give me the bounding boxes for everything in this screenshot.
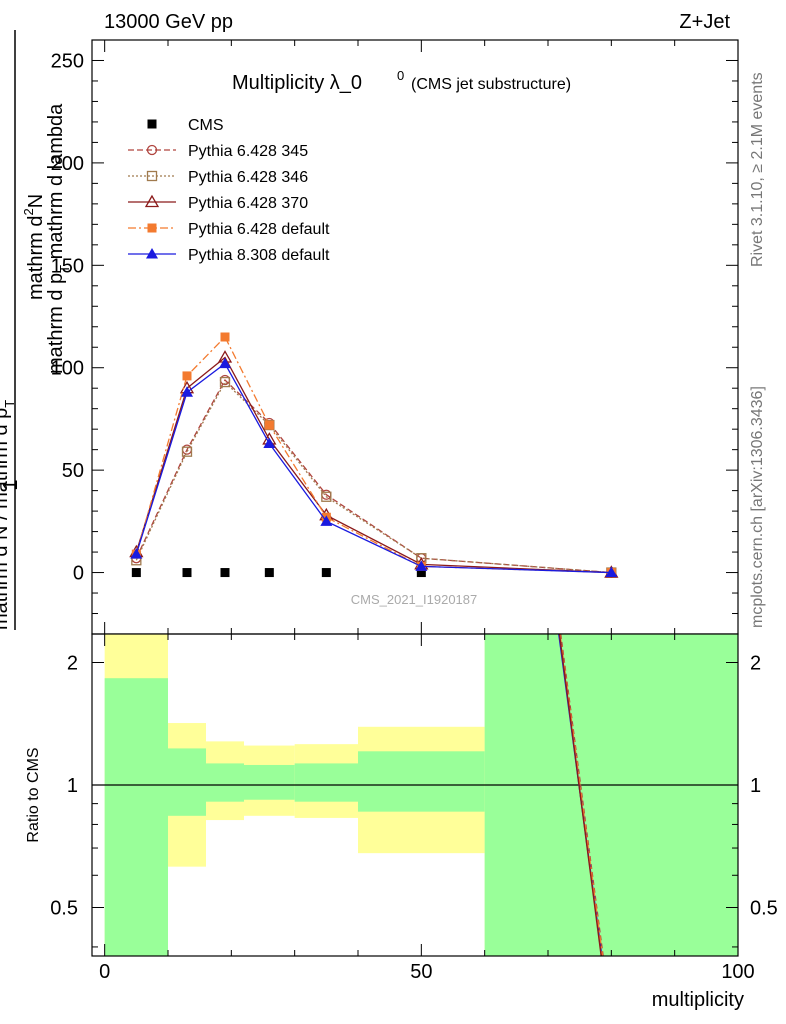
data-point [220, 568, 230, 578]
legend-label: Pythia 6.428 345 [188, 143, 308, 160]
data-point [181, 446, 193, 457]
series-5 [130, 357, 618, 578]
series-0 [131, 568, 426, 578]
y-tick-label: 250 [51, 50, 84, 72]
ylabel-denominator-sub: T [2, 400, 17, 408]
uncertainty-band-green [104, 678, 168, 956]
analysis-watermark: CMS_2021_I1920187 [351, 592, 478, 607]
legend-label: CMS [188, 117, 224, 134]
legend-label: Pythia 6.428 370 [188, 195, 308, 212]
data-point [181, 386, 193, 397]
x-tick-label: 0 [99, 961, 110, 983]
main-title: Multiplicity λ_0 [232, 72, 362, 94]
header-energy: 13000 GeV pp [104, 11, 233, 33]
y-tick-label: 150 [51, 255, 84, 277]
y-tick-label: 200 [51, 153, 84, 175]
data-point [219, 376, 231, 388]
ratio-y-axis-label: Ratio to CMS [25, 747, 42, 842]
legend-label: Pythia 6.428 346 [188, 169, 308, 186]
ratio-y-tick-label-right: 2 [750, 653, 761, 675]
ylabel-line1-a: mathrm d [25, 216, 47, 300]
data-point [131, 568, 141, 578]
legend-marker [147, 223, 157, 233]
series-line [135, 378, 612, 574]
ylabel-line1-sup: 2 [21, 208, 36, 215]
ylabel-denominator-a: mathrm d N / mathrm d p [0, 408, 12, 630]
main-title-detail: (CMS jet substructure) [411, 76, 571, 93]
x-tick-label: 100 [721, 961, 754, 983]
series-2 [131, 376, 617, 578]
data-point [263, 437, 276, 449]
x-tick-label: 50 [410, 961, 432, 983]
ylabel-line2: mathrm d pT mathrm d lambda [45, 103, 72, 374]
data-point [264, 568, 274, 578]
data-point [321, 491, 332, 502]
legend-marker [146, 170, 158, 182]
data-point [182, 371, 192, 381]
y-tick-label: 100 [51, 358, 84, 380]
y-axis-label: 1 mathrm d2N mathrm d pT mathrm d lambda… [0, 30, 72, 630]
ratio-frame [91, 633, 739, 957]
ratio-y-tick-label-right: 1 [750, 775, 761, 797]
series-1 [131, 374, 617, 578]
data-point [321, 568, 331, 578]
ratio-panel: 0 50 100 0.5 0.5 1 1 2 2 Ratio to CMS multiplici… [25, 633, 778, 1011]
legend-marker [146, 144, 158, 156]
data-point [415, 560, 428, 571]
ratio-series-line [558, 633, 602, 957]
uncertainty-band-green [168, 748, 206, 816]
uncertainty-band-green [206, 763, 244, 802]
data-point [182, 568, 192, 578]
data-point [264, 420, 274, 430]
ylabel-line1-end: N [25, 194, 47, 208]
data-point [130, 548, 143, 559]
y-tick-label: 50 [62, 460, 84, 482]
uncertainty-band-green [294, 763, 358, 802]
ratio-y-tick-label: 2 [67, 653, 78, 675]
ratio-y-tick-label: 0.5 [50, 897, 78, 919]
ratio-y-tick-label-right: 0.5 [750, 897, 778, 919]
legend-label: Pythia 6.428 default [188, 221, 330, 238]
legend-marker [147, 119, 157, 129]
x-axis-label: multiplicity [652, 989, 744, 1011]
legend-marker [144, 194, 160, 208]
ylabel-denominator: mathrm d N / mathrm d pT [0, 400, 17, 630]
data-point [416, 568, 426, 578]
ylabel-line2-sub: T [57, 265, 72, 273]
main-panel: Multiplicity λ_0 0 (CMS jet substructure… [0, 30, 739, 635]
ratio-series-line [559, 633, 604, 957]
ratio-y-tick-label: 1 [67, 775, 78, 797]
legend-marker [146, 248, 158, 259]
data-point [605, 566, 618, 578]
series-line [135, 356, 612, 574]
ylabel-line2-a: mathrm d p [45, 273, 67, 374]
data-point [219, 357, 231, 369]
rivet-label: Rivet 3.1.10, ≥ 2.1M events [749, 72, 766, 267]
uncertainty-band-green [358, 751, 485, 812]
legend: CMS Pythia 6.428 345 Pythia 6.428 346 Pythi… [128, 117, 330, 264]
main-plot-area: 0 50 100 150 200 250 [51, 39, 739, 635]
data-point [320, 515, 333, 526]
main-title-sup: 0 [397, 68, 404, 83]
ratio-plot-area: 0 50 100 0.5 0.5 1 1 2 2 [50, 633, 778, 983]
ylabel-line2-end: mathrm d lambda [45, 103, 67, 265]
mcplots-label: mcplots.cern.ch [arXiv:1306.3436] [749, 386, 766, 628]
ylabel-line1: mathrm d2N [21, 194, 47, 300]
header-process: Z+Jet [679, 11, 730, 33]
legend-label: Pythia 8.308 default [188, 247, 330, 264]
data-point [220, 332, 230, 342]
uncertainty-band-green [244, 764, 295, 800]
ylabel-numerator-one: 1 [0, 479, 22, 490]
y-tick-label: 0 [73, 563, 84, 585]
uncertainty-band-green [484, 634, 738, 956]
